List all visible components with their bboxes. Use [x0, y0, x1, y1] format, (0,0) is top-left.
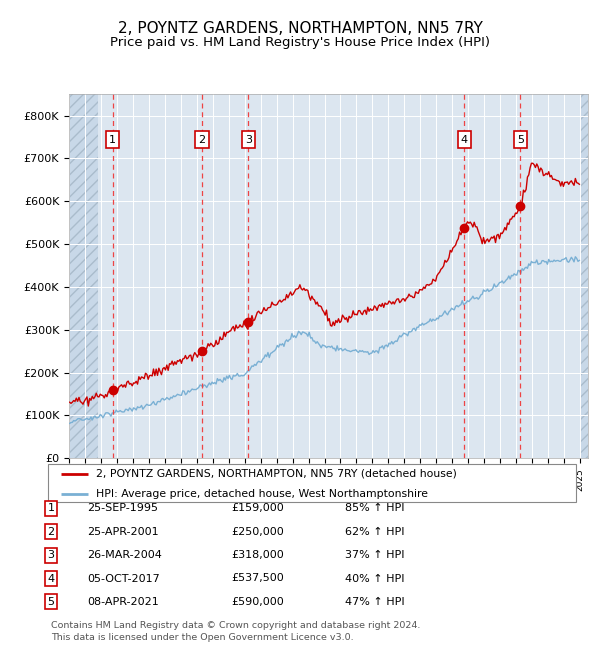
- Text: 37% ↑ HPI: 37% ↑ HPI: [345, 550, 404, 560]
- Text: 2: 2: [47, 526, 55, 537]
- Text: 4: 4: [47, 573, 55, 584]
- Text: £537,500: £537,500: [231, 573, 284, 584]
- Text: £250,000: £250,000: [231, 526, 284, 537]
- Text: £159,000: £159,000: [231, 503, 284, 514]
- Text: 2: 2: [199, 135, 205, 145]
- FancyBboxPatch shape: [48, 464, 576, 502]
- Text: Price paid vs. HM Land Registry's House Price Index (HPI): Price paid vs. HM Land Registry's House …: [110, 36, 490, 49]
- Text: 2, POYNTZ GARDENS, NORTHAMPTON, NN5 7RY: 2, POYNTZ GARDENS, NORTHAMPTON, NN5 7RY: [118, 21, 482, 36]
- Text: 62% ↑ HPI: 62% ↑ HPI: [345, 526, 404, 537]
- Text: 1: 1: [109, 135, 116, 145]
- Text: 47% ↑ HPI: 47% ↑ HPI: [345, 597, 404, 607]
- Text: 5: 5: [517, 135, 524, 145]
- Text: Contains HM Land Registry data © Crown copyright and database right 2024.
This d: Contains HM Land Registry data © Crown c…: [51, 621, 421, 642]
- Text: 3: 3: [245, 135, 252, 145]
- Text: £318,000: £318,000: [231, 550, 284, 560]
- Text: 85% ↑ HPI: 85% ↑ HPI: [345, 503, 404, 514]
- Text: 25-APR-2001: 25-APR-2001: [87, 526, 158, 537]
- Text: 25-SEP-1995: 25-SEP-1995: [87, 503, 158, 514]
- Text: £590,000: £590,000: [231, 597, 284, 607]
- Text: 4: 4: [461, 135, 468, 145]
- Text: HPI: Average price, detached house, West Northamptonshire: HPI: Average price, detached house, West…: [95, 489, 428, 499]
- Text: 2, POYNTZ GARDENS, NORTHAMPTON, NN5 7RY (detached house): 2, POYNTZ GARDENS, NORTHAMPTON, NN5 7RY …: [95, 469, 457, 478]
- Text: 3: 3: [47, 550, 55, 560]
- Text: 26-MAR-2004: 26-MAR-2004: [87, 550, 162, 560]
- Text: 05-OCT-2017: 05-OCT-2017: [87, 573, 160, 584]
- Text: 5: 5: [47, 597, 55, 607]
- Text: 40% ↑ HPI: 40% ↑ HPI: [345, 573, 404, 584]
- Text: 08-APR-2021: 08-APR-2021: [87, 597, 159, 607]
- Text: 1: 1: [47, 503, 55, 514]
